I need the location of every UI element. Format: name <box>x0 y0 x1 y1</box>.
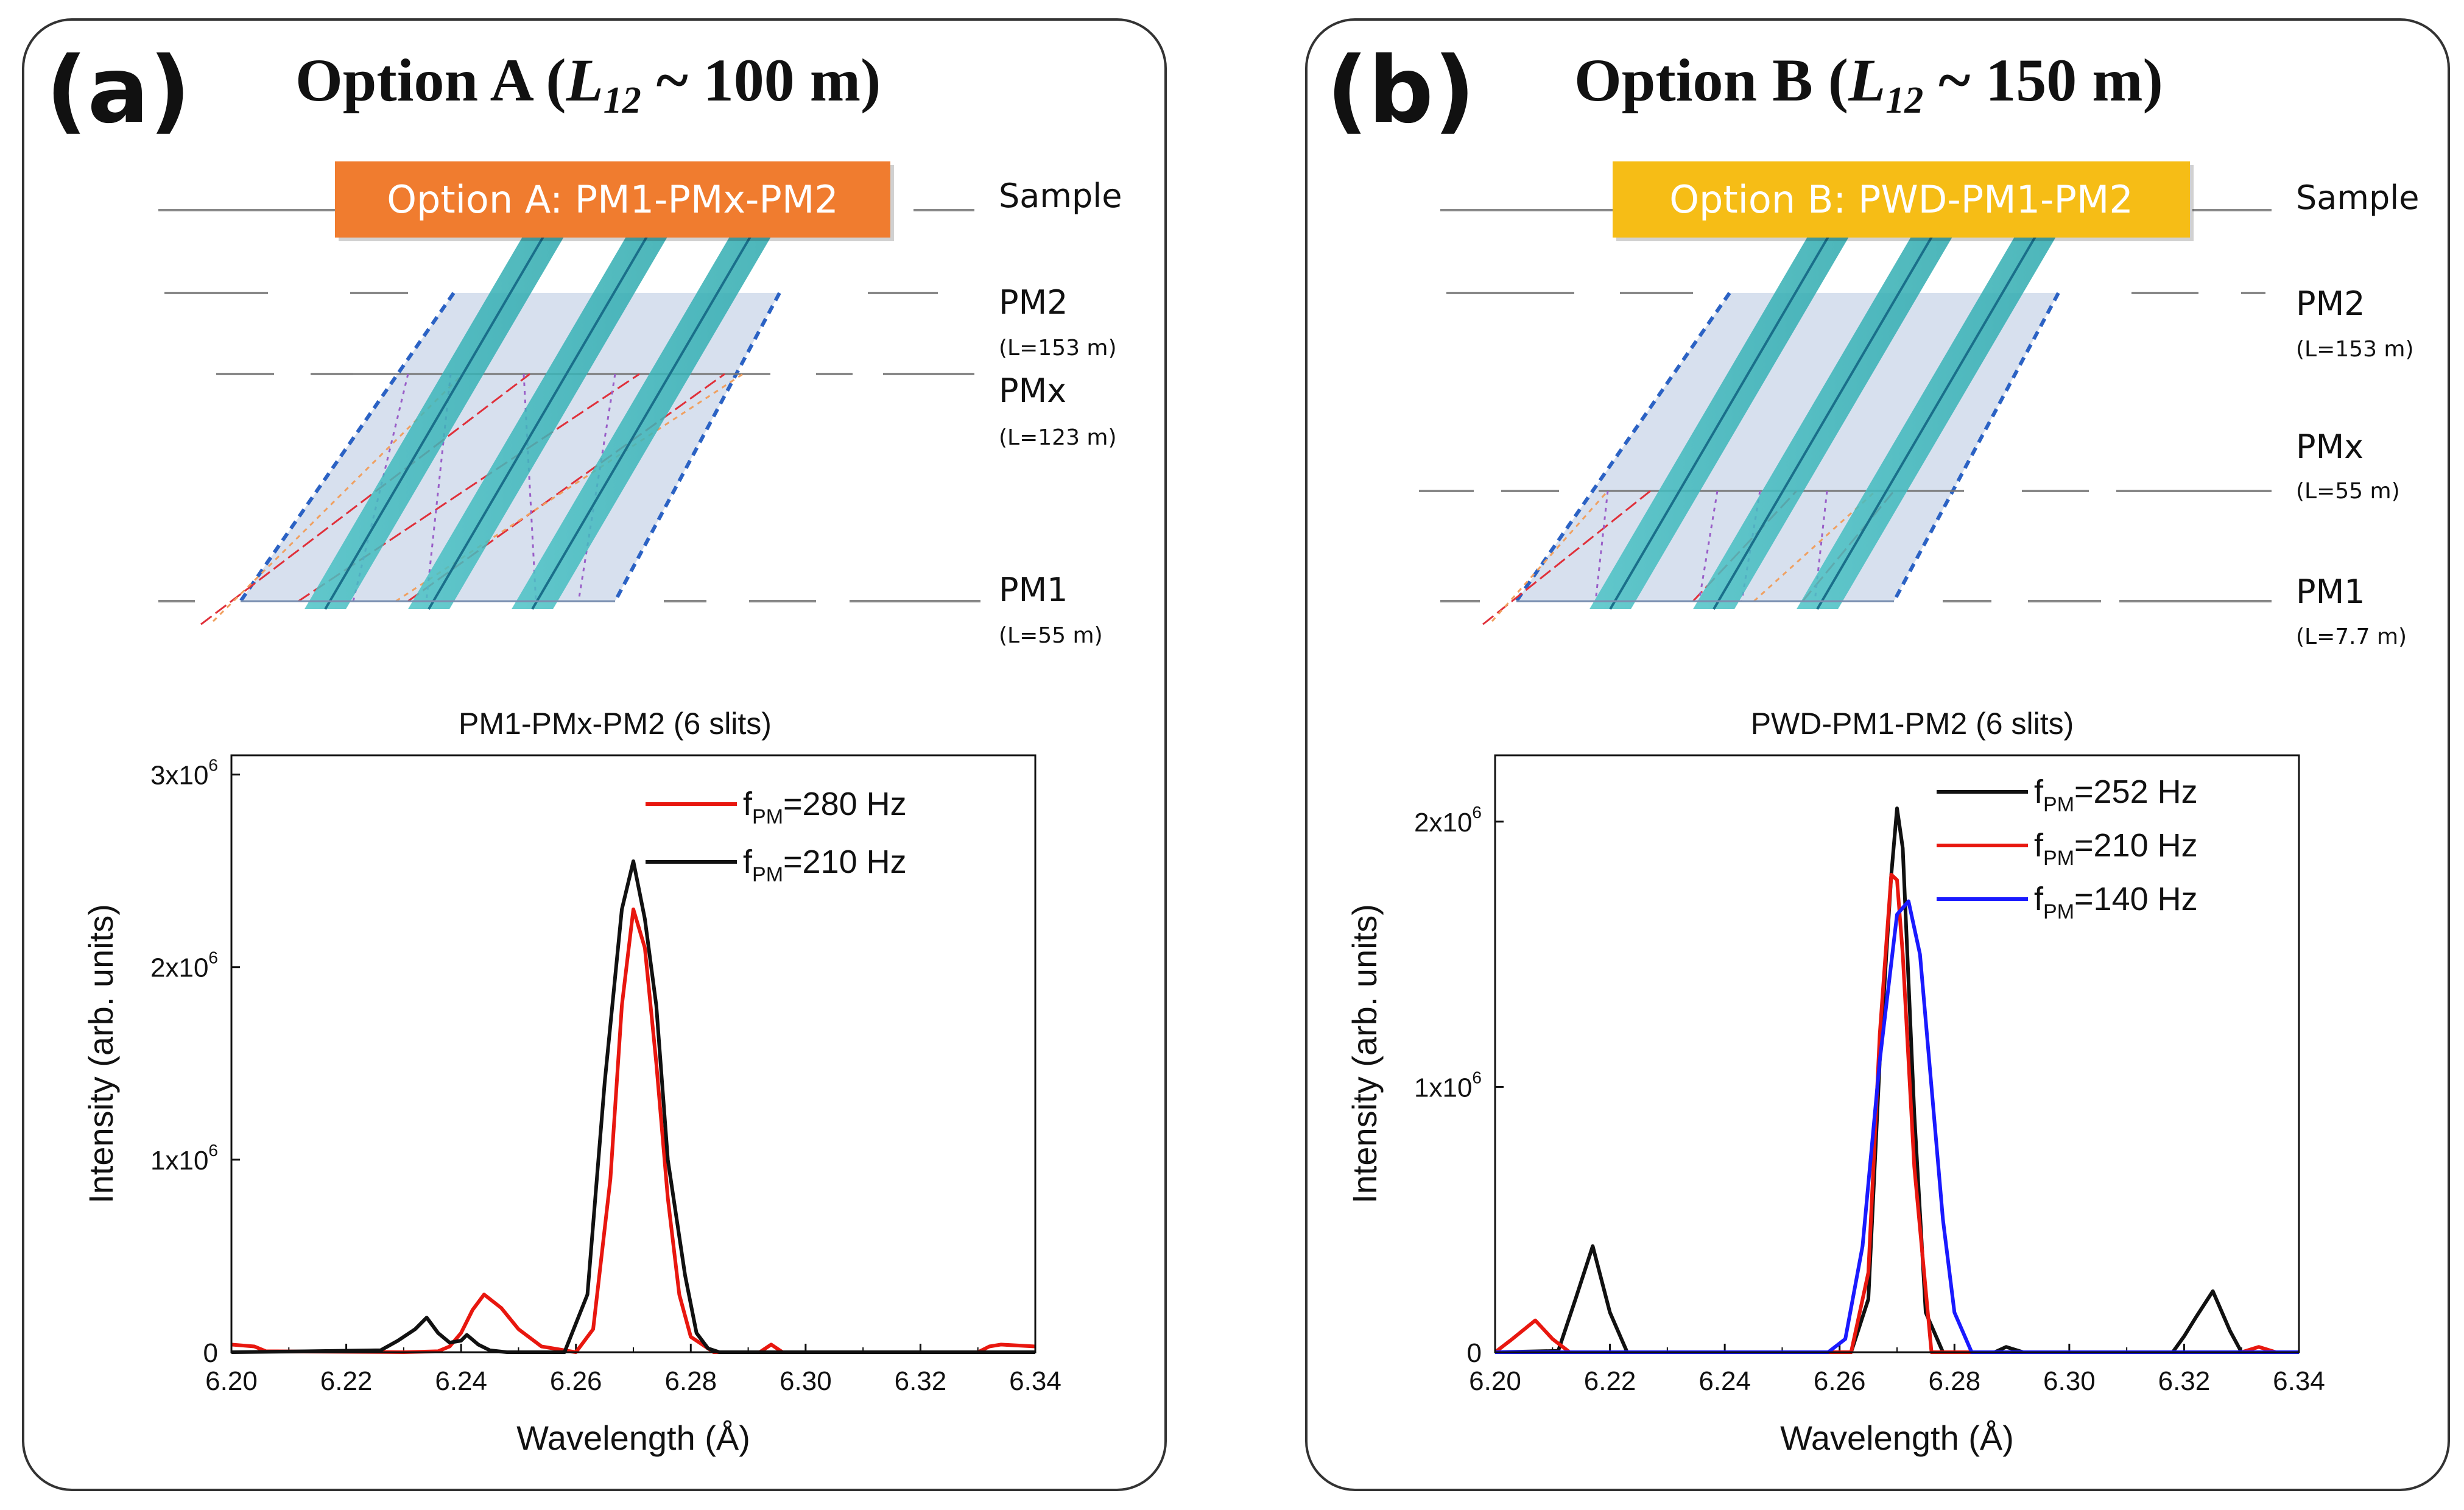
panel-b-level-pm2: PM2 <box>2296 284 2365 323</box>
x-tick-label: 6.24 <box>435 1366 487 1396</box>
y-tick-label: 3x106 <box>150 756 218 791</box>
panel-b-level-pm1: PM1 <box>2296 573 2365 611</box>
chart-a-title: PM1-PMx-PM2 (6 slits) <box>459 707 772 741</box>
y-tick-label: 0 <box>1467 1338 1482 1368</box>
panel-a-level-sample: Sample <box>999 177 1122 215</box>
panel-a-banner-text: Option A: PM1-PMx-PM2 <box>387 177 839 222</box>
chart-b-title: PWD-PM1-PM2 (6 slits) <box>1751 707 2074 741</box>
x-tick-label: 6.28 <box>1928 1366 1980 1396</box>
figure: (a) Option A (L12 ~ 100 m) <box>0 0 2464 1510</box>
x-tick-label: 6.20 <box>1469 1366 1521 1396</box>
x-tick-label: 6.22 <box>1584 1366 1636 1396</box>
panel-b-level-pm1-detail: (L=7.7 m) <box>2296 624 2407 649</box>
panel-b-level-pmx: PMx <box>2296 428 2364 466</box>
x-tick-label: 6.20 <box>205 1366 258 1396</box>
panel-b-level-sample: Sample <box>2296 178 2419 217</box>
panel-a-level-pmx-detail: (L=123 m) <box>999 425 1117 450</box>
y-tick-label: 1x106 <box>150 1141 218 1176</box>
y-tick-label: 0 <box>203 1338 218 1368</box>
panel-b-letter: (b) <box>1326 38 1475 144</box>
panel-a: (a) Option A (L12 ~ 100 m) <box>23 19 1166 1490</box>
panel-a-level-pmx: PMx <box>999 372 1066 410</box>
x-tick-label: 6.34 <box>1009 1366 1061 1396</box>
panel-b-level-pmx-detail: (L=55 m) <box>2296 479 2400 504</box>
panel-a-banner: Option A: PM1-PMx-PM2 <box>335 161 894 241</box>
x-tick-label: 6.22 <box>320 1366 373 1396</box>
panel-b: (b) Option B (L12 ~ 150 m) <box>1306 19 2449 1490</box>
y-tick-label: 2x106 <box>150 948 218 983</box>
panel-a-title: Option A (L12 ~ 100 m) <box>295 46 881 121</box>
x-tick-label: 6.26 <box>550 1366 602 1396</box>
x-tick-label: 6.24 <box>1698 1366 1751 1396</box>
panel-a-level-pm1-detail: (L=55 m) <box>999 623 1103 648</box>
panel-b-banner-text: Option B: PWD-PM1-PM2 <box>1669 177 2133 222</box>
x-tick-label: 6.28 <box>664 1366 717 1396</box>
x-tick-label: 6.32 <box>2158 1366 2211 1396</box>
panel-b-title: Option B (L12 ~ 150 m) <box>1574 46 2163 121</box>
chart-b-ylabel: Intensity (arb. units) <box>1345 904 1384 1204</box>
panel-a-level-pm2-detail: (L=153 m) <box>999 336 1117 361</box>
x-tick-label: 6.34 <box>2273 1366 2325 1396</box>
chart-a-ylabel: Intensity (arb. units) <box>82 904 120 1204</box>
y-tick-label: 2x106 <box>1414 803 1482 838</box>
x-tick-label: 6.32 <box>895 1366 947 1396</box>
chart-a-xlabel: Wavelength (Å) <box>516 1419 750 1457</box>
panel-b-banner: Option B: PWD-PM1-PM2 <box>1613 161 2194 241</box>
y-tick-label: 1x106 <box>1414 1068 1482 1103</box>
panel-a-letter: (a) <box>46 38 191 144</box>
x-tick-label: 6.30 <box>780 1366 832 1396</box>
x-tick-label: 6.30 <box>2043 1366 2096 1396</box>
panel-a-level-pm1: PM1 <box>999 571 1068 609</box>
x-tick-label: 6.26 <box>1814 1366 1866 1396</box>
panel-b-level-pm2-detail: (L=153 m) <box>2296 337 2414 362</box>
panel-a-level-pm2: PM2 <box>999 283 1068 322</box>
chart-b-xlabel: Wavelength (Å) <box>1780 1419 2014 1457</box>
